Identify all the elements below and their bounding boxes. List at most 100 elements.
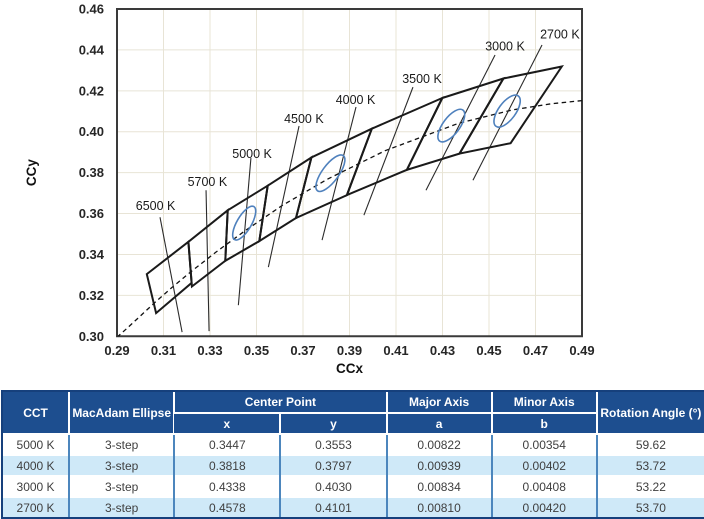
cct-label: 5700 K (188, 175, 228, 189)
cell-b: 0.00420 (490, 496, 597, 517)
header-minor-axis: Minor Axis (490, 392, 597, 413)
y-tick-label: 0.46 (79, 2, 104, 17)
y-axis-title: CCy (24, 159, 39, 186)
cell-rotation: 59.62 (595, 433, 704, 455)
plot-border (116, 8, 583, 338)
x-tick-label: 0.47 (523, 343, 548, 358)
leader-line (267, 125, 300, 268)
chart-grid (117, 9, 582, 337)
cell-y: 0.4030 (279, 475, 387, 497)
y-tick-label: 0.40 (79, 124, 104, 139)
cct-label: 2700 K (540, 28, 580, 42)
cct-leader-lines (159, 44, 543, 333)
cct-label: 6500 K (136, 199, 176, 213)
header-macadam-ellipse: MacAdam Ellipse (68, 392, 175, 434)
cell-ellipse: 3-step (68, 496, 175, 517)
macadam-ellipse (315, 154, 346, 193)
header-major-axis: Major Axis (385, 392, 492, 413)
cell-x: 0.3447 (173, 433, 281, 455)
leader-line (472, 44, 543, 181)
cell-a: 0.00822 (385, 433, 492, 455)
cct-bin (457, 65, 564, 156)
cell-rotation: 53.22 (595, 475, 704, 497)
cell-cct: 2700 K (3, 496, 70, 517)
subheader-x: x (174, 412, 281, 434)
table-row: 5000 K 3-step 0.3447 0.3553 0.00822 0.00354 59… (3, 433, 704, 455)
cell-rotation: 53.70 (595, 496, 704, 517)
cell-b: 0.00354 (490, 433, 597, 455)
y-tick-label: 0.34 (79, 247, 105, 262)
table-row: 2700 K 3-step 0.4578 0.4101 0.00810 0.00420 53… (3, 496, 704, 517)
macadam-ellipse-table: CCT MacAdam Ellipse Center Point Major A… (3, 392, 704, 517)
x-tick-label: 0.39 (337, 343, 362, 358)
cct-chart-svg: 6500 K 5700 K 5000 K 4500 K 4000 K 3500 K 3000… (24, 2, 595, 377)
cell-cct: 4000 K (3, 454, 70, 476)
macadam-ellipse (437, 108, 466, 143)
header-cct: CCT (3, 392, 70, 434)
leader-line (425, 54, 496, 191)
cct-bins (145, 65, 564, 315)
x-tick-label: 0.33 (197, 343, 222, 358)
cct-chromaticity-chart: 6500 K 5700 K 5000 K 4500 K 4000 K 3500 K 3000… (24, 2, 595, 377)
y-tick-label: 0.36 (79, 206, 104, 221)
header-center-point: Center Point (173, 392, 387, 413)
axis-tick-labels: 0.29 0.31 0.33 0.35 0.37 0.39 0.41 0.43 0.45 0.47… (79, 2, 595, 359)
cell-a: 0.00939 (385, 454, 492, 476)
header-rotation-angle: Rotation Angle (°) (595, 392, 704, 434)
macadam-ellipse (231, 205, 257, 241)
macadam-ellipse-group (231, 205, 257, 241)
leader-line (363, 86, 414, 216)
cell-cct: 5000 K (3, 433, 70, 455)
table-header-row-2: x y a b (3, 412, 704, 434)
leader-line (321, 106, 357, 241)
table-header-row-1: CCT MacAdam Ellipse Center Point Major A… (3, 392, 704, 434)
cell-y: 0.3553 (279, 433, 387, 455)
cell-x: 0.3818 (173, 454, 281, 476)
cell-a: 0.00834 (385, 475, 492, 497)
cct-bin (294, 126, 374, 220)
y-tick-label: 0.32 (79, 288, 104, 303)
macadam-ellipse-group (493, 94, 522, 128)
cell-rotation: 53.72 (595, 454, 704, 476)
y-tick-label: 0.30 (79, 329, 104, 344)
x-tick-label: 0.41 (383, 343, 408, 358)
cell-b: 0.00402 (490, 454, 597, 476)
macadam-ellipse (493, 94, 522, 128)
x-tick-label: 0.29 (104, 343, 129, 358)
y-tick-label: 0.42 (79, 83, 104, 98)
cct-label: 3500 K (402, 72, 442, 86)
x-tick-label: 0.45 (476, 343, 501, 358)
x-tick-label: 0.49 (569, 343, 594, 358)
subheader-a: a (385, 412, 492, 434)
cell-b: 0.00408 (490, 475, 597, 497)
x-tick-label: 0.35 (244, 343, 269, 358)
cct-label: 4000 K (336, 93, 376, 107)
cell-ellipse: 3-step (68, 475, 175, 497)
x-tick-label: 0.43 (430, 343, 455, 358)
macadam-ellipses (231, 94, 522, 241)
x-tick-label: 0.37 (290, 343, 315, 358)
leader-line (159, 217, 183, 333)
cct-label: 3000 K (485, 40, 525, 54)
macadam-ellipse-group (315, 154, 346, 193)
subheader-b: b (490, 412, 597, 434)
cct-label: 4500 K (284, 112, 324, 126)
leader-line (237, 158, 252, 306)
cct-labels: 6500 K 5700 K 5000 K 4500 K 4000 K 3500 K 3000… (136, 28, 581, 214)
y-tick-label: 0.44 (79, 42, 105, 57)
subheader-y: y (279, 412, 387, 434)
cell-a: 0.00810 (385, 496, 492, 517)
table-body: 5000 K 3-step 0.3447 0.3553 0.00822 0.00354 59… (3, 433, 704, 517)
x-tick-label: 0.31 (151, 343, 176, 358)
cell-x: 0.4338 (173, 475, 281, 497)
table-header: CCT MacAdam Ellipse Center Point Major A… (3, 392, 704, 434)
macadam-ellipse-table-wrap: CCT MacAdam Ellipse Center Point Major A… (1, 390, 704, 519)
x-axis-title: CCx (336, 361, 363, 376)
y-tick-label: 0.38 (79, 165, 104, 180)
cct-bin (257, 155, 313, 244)
cct-label: 5000 K (232, 147, 272, 161)
leader-line (205, 190, 210, 332)
table-row: 3000 K 3-step 0.4338 0.4030 0.00834 0.00408 53… (3, 475, 704, 497)
cell-y: 0.4101 (279, 496, 387, 517)
